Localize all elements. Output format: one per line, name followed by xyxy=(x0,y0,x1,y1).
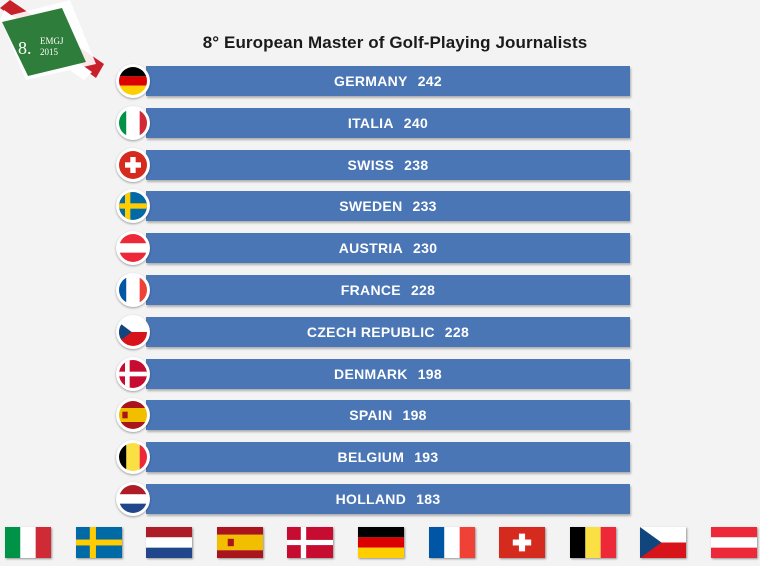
czech-flag-icon xyxy=(116,314,150,349)
switzerland-flag-icon xyxy=(499,527,546,558)
country-score: 238 xyxy=(404,156,429,173)
italy-flag-icon xyxy=(116,105,150,140)
country-score: 228 xyxy=(410,282,436,298)
ranking-row: BELGIUM 193 xyxy=(114,440,632,475)
germany-flag-icon xyxy=(116,64,150,98)
country-name: CZECH REPUBLIC xyxy=(306,323,435,340)
germany-flag-icon xyxy=(358,527,404,558)
ranking-row: GERMANY 242 xyxy=(114,64,632,98)
score-bar: SWISS 238 xyxy=(146,149,630,180)
ranking-row: CZECH REPUBLIC 228 xyxy=(114,314,632,349)
score-bar: HOLLAND 183 xyxy=(146,484,630,514)
score-bar: BELGIUM 193 xyxy=(146,442,630,473)
ranking-row: FRANCE 228 xyxy=(114,273,632,307)
country-score: 240 xyxy=(403,114,429,131)
belgium-flag-icon xyxy=(116,440,150,475)
country-score: 228 xyxy=(444,323,470,340)
ranking-row: SWEDEN 233 xyxy=(114,189,632,224)
country-name: HOLLAND xyxy=(335,491,407,507)
country-score: 242 xyxy=(417,73,442,89)
czech-flag-icon xyxy=(640,527,687,558)
denmark-flag-icon xyxy=(287,527,334,558)
spain-flag-icon xyxy=(116,398,150,433)
country-score: 183 xyxy=(416,491,441,507)
ranking-row: AUSTRIA 230 xyxy=(114,231,632,266)
emgj-logo: 8. EMGJ 2015 xyxy=(0,0,112,84)
score-bar: AUSTRIA 230 xyxy=(146,233,630,264)
country-name: SWEDEN xyxy=(339,198,403,215)
sweden-flag-icon xyxy=(116,189,150,224)
country-name: SWISS xyxy=(347,156,395,173)
austria-flag-icon xyxy=(711,527,757,558)
country-score: 198 xyxy=(402,407,427,424)
sweden-flag-icon xyxy=(75,527,122,558)
netherlands-flag-icon xyxy=(116,482,150,516)
netherlands-flag-icon xyxy=(146,527,193,558)
italy-flag-icon xyxy=(5,527,51,558)
country-score: 193 xyxy=(414,449,439,466)
spain-flag-icon xyxy=(216,527,263,558)
page-title: 8° European Master of Golf-Playing Journ… xyxy=(202,33,588,52)
france-flag-icon xyxy=(116,273,150,307)
france-flag-icon xyxy=(428,527,475,558)
belgium-flag-icon xyxy=(569,527,616,558)
score-bar: FRANCE 228 xyxy=(146,275,630,305)
country-name: GERMANY xyxy=(334,73,408,89)
ranking-row: SWISS 238 xyxy=(114,147,632,182)
country-name: SPAIN xyxy=(349,407,393,424)
denmark-flag-icon xyxy=(116,356,150,391)
ranking-row: ITALIA 240 xyxy=(114,105,632,140)
country-name: BELGIUM xyxy=(337,449,405,466)
country-name: FRANCE xyxy=(340,282,401,298)
country-name: AUSTRIA xyxy=(338,240,404,257)
ranking-row: SPAIN 198 xyxy=(114,398,632,433)
country-name: DENMARK xyxy=(334,365,408,382)
country-score: 198 xyxy=(417,365,442,382)
country-name: ITALIA xyxy=(347,114,394,131)
ranking-row: DENMARK 198 xyxy=(114,356,632,391)
country-score: 230 xyxy=(413,240,438,257)
austria-flag-icon xyxy=(116,231,150,266)
score-bar: DENMARK 198 xyxy=(146,358,630,389)
ranking-row: HOLLAND 183 xyxy=(114,482,632,516)
score-bar: ITALIA 240 xyxy=(146,107,630,138)
logo-number: 8. xyxy=(18,38,32,58)
logo-line1: EMGJ xyxy=(40,36,64,46)
score-bar: CZECH REPUBLIC 228 xyxy=(146,316,630,347)
switzerland-flag-icon xyxy=(116,147,150,182)
logo-line2: 2015 xyxy=(40,47,59,57)
score-bar: SPAIN 198 xyxy=(146,400,630,431)
score-bar: GERMANY 242 xyxy=(146,66,630,96)
country-score: 233 xyxy=(412,198,437,215)
score-bar: SWEDEN 233 xyxy=(146,191,630,222)
